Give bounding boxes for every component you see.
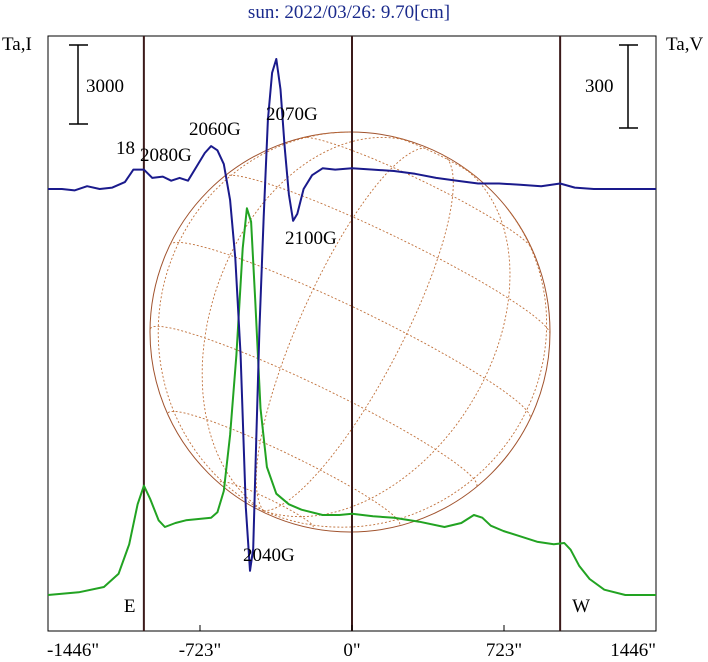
- annotation-18: 18: [116, 138, 135, 159]
- series-group: [47, 58, 656, 596]
- y-axis-label-right: Ta,V: [666, 34, 703, 55]
- longitude-line: [263, 208, 548, 528]
- series-line-V: [48, 58, 656, 572]
- x-tick-label: -1446": [47, 640, 99, 661]
- x-tick-label: 0": [343, 640, 360, 661]
- solar-limb: [149, 131, 551, 533]
- annotation-2070g: 2070G: [266, 104, 318, 125]
- scale-bar-left-label: 3000: [86, 76, 124, 97]
- annotation-2040g: 2040G: [243, 545, 295, 566]
- latitude-line: [392, 136, 477, 178]
- longitude-line: [263, 155, 454, 512]
- latitude-line: [302, 136, 532, 249]
- x-tick-label: -723": [179, 640, 222, 661]
- limb-marker-label: W: [572, 596, 590, 617]
- y-axis-label-left: Ta,I: [2, 34, 32, 55]
- latitude-line: [219, 481, 314, 528]
- x-tick-label: 723": [486, 640, 522, 661]
- latitude-line: [225, 174, 551, 333]
- scale-bar-right: 300: [585, 44, 638, 129]
- series-line-I: [47, 207, 656, 596]
- annotation-2080g: 2080G: [140, 145, 192, 166]
- scale-bar-left: 3000: [69, 44, 124, 125]
- longitude-line: [157, 131, 350, 512]
- longitude-line: [255, 147, 430, 512]
- scale-bar-right-label: 300: [585, 76, 614, 97]
- annotation-2100g: 2100G: [285, 228, 337, 249]
- longitude-line: [263, 166, 511, 518]
- annotation-2060g: 2060G: [189, 119, 241, 140]
- longitude-line: [201, 136, 410, 512]
- x-tick-label: 1446": [610, 640, 656, 661]
- chart-title: sun: 2022/03/26: 9.70[cm]: [248, 2, 450, 23]
- limb-marker-label: E: [124, 596, 136, 617]
- latitude-line: [149, 325, 478, 487]
- latitude-line: [169, 241, 531, 420]
- solar-disk-grid: [149, 131, 551, 533]
- x-axis-ticks: -1446" -723" 0" 723" 1446": [47, 625, 657, 661]
